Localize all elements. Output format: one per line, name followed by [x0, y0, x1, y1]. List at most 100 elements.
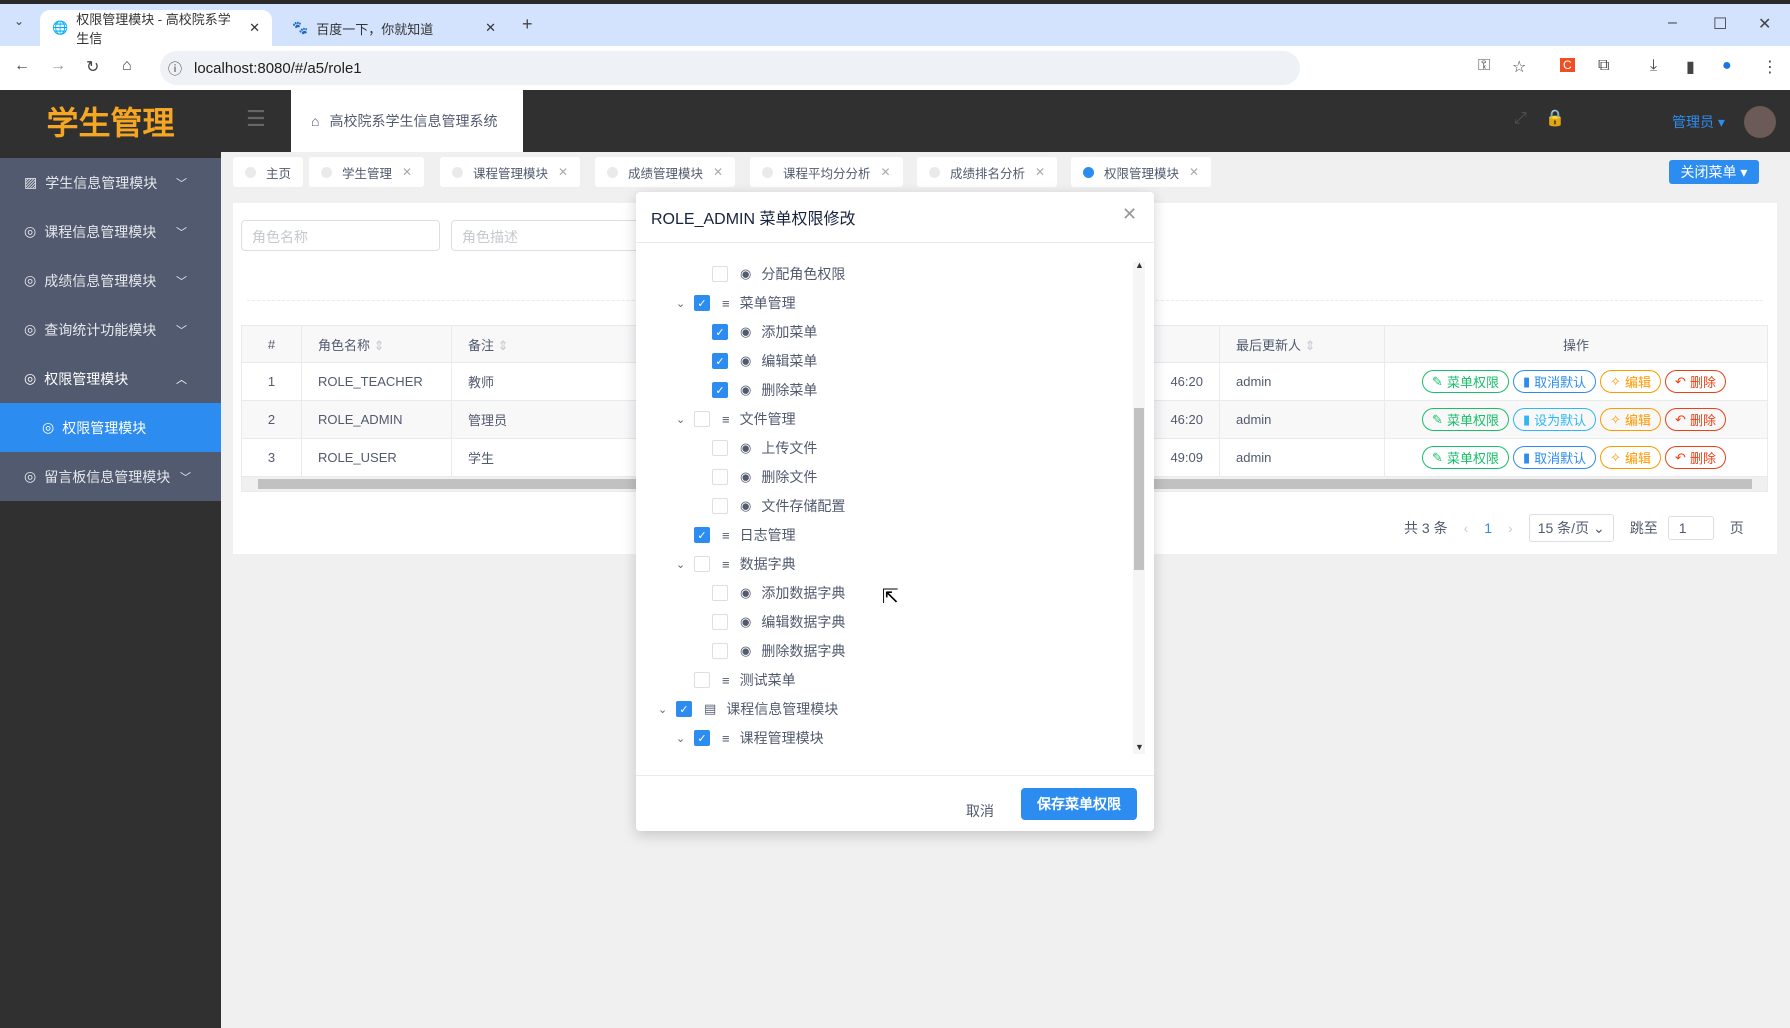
sidebar-item-message[interactable]: ◎ 留言板信息管理模块 ﹀ — [0, 452, 221, 501]
expand-chevron-icon[interactable]: ⌄ — [676, 297, 686, 310]
tree-node[interactable]: ⌄ ✓ ≡ 菜单管理 — [676, 289, 796, 317]
delete-button[interactable]: ↶ 删除 — [1665, 446, 1726, 469]
page-size-select[interactable]: 15 条/页 ⌄ — [1528, 514, 1614, 542]
tree-node[interactable]: ✓ ◉ 删除菜单 — [694, 376, 817, 404]
minimize-icon[interactable]: – — [1668, 14, 1677, 31]
tag-home[interactable]: 主页 — [233, 157, 304, 187]
tree-checkbox[interactable] — [712, 643, 728, 659]
tree-node[interactable]: ≡ 测试菜单 — [676, 666, 796, 694]
close-icon[interactable]: ✕ — [1122, 204, 1138, 224]
lock-icon[interactable]: 🔒 — [1545, 110, 1565, 127]
sidebar-item-query[interactable]: ◎ 查询统计功能模块 ﹀ — [0, 305, 221, 354]
tree-checkbox[interactable]: ✓ — [712, 353, 728, 369]
sidebar-item-student[interactable]: ▨ 学生信息管理模块 ﹀ — [0, 158, 221, 207]
close-window-icon[interactable]: ✕ — [1758, 16, 1772, 33]
tag-permission[interactable]: 权限管理模块 ✕ — [1071, 157, 1212, 187]
scroll-down-icon[interactable]: ▼ — [1135, 742, 1144, 752]
star-icon[interactable]: ☆ — [1512, 59, 1527, 76]
default-button[interactable]: ▮ 取消默认 — [1512, 370, 1597, 393]
tree-checkbox[interactable]: ✓ — [694, 527, 710, 543]
tree-checkbox[interactable] — [712, 498, 728, 514]
delete-button[interactable]: ↶ 删除 — [1665, 370, 1726, 393]
home-icon[interactable]: ⌂ — [122, 57, 132, 74]
breadcrumb-text[interactable]: 高校院系学生信息管理系统 — [329, 113, 498, 129]
close-icon[interactable]: ✕ — [558, 165, 569, 179]
close-icon[interactable]: ✕ — [713, 165, 724, 179]
sidebar-item-permission[interactable]: ◎ 权限管理模块 ︿ — [0, 354, 221, 403]
close-tab-icon[interactable]: ✕ — [485, 20, 496, 35]
tree-node[interactable]: ⌄ ≡ 文件管理 — [676, 405, 796, 433]
edit-button[interactable]: ✧ 编辑 — [1600, 408, 1662, 431]
tree-node[interactable]: ◉ 上传文件 — [694, 434, 817, 462]
next-page-icon[interactable]: › — [1508, 520, 1513, 536]
key-icon[interactable]: ⚿ — [1478, 57, 1491, 74]
tab-search-chevron-icon[interactable]: ⌄ — [14, 14, 25, 28]
col-updater[interactable]: 最后更新人 ⇕ — [1219, 325, 1385, 363]
url-input[interactable]: localhost:8080/#/a5/role1 ⓘ — [160, 51, 1300, 85]
tree-node[interactable]: ◉ 删除数据字典 — [694, 637, 845, 665]
scroll-up-icon[interactable]: ▲ — [1135, 260, 1144, 270]
cancel-button[interactable]: 取消 — [966, 803, 994, 819]
sidebar-subitem-permission[interactable]: ◎ 权限管理模块 — [0, 403, 221, 452]
tree-node[interactable]: ◉ 分配角色权限 — [694, 260, 845, 288]
tree-node[interactable]: ✓ ◉ 添加菜单 — [694, 318, 817, 346]
edit-button[interactable]: ✧ 编辑 — [1600, 446, 1662, 469]
tree-checkbox[interactable] — [712, 266, 728, 282]
menu-dots-icon[interactable]: ⋮ — [1762, 59, 1778, 76]
close-menu-button[interactable]: 关闭菜单 ▾ — [1669, 160, 1759, 184]
tree-node[interactable]: ⌄ ✓ ▤ 课程信息管理模块 — [658, 695, 838, 723]
expand-chevron-icon[interactable]: ⌄ — [658, 703, 668, 716]
close-icon[interactable]: ✕ — [1189, 165, 1200, 179]
menu-permission-button[interactable]: ✎ 菜单权限 — [1422, 446, 1509, 469]
tree-scrollbar[interactable]: ▲ ▼ — [1133, 260, 1145, 754]
tag-avg[interactable]: 课程平均分分析 ✕ — [750, 157, 903, 187]
tree-node[interactable]: ✓ ≡ 日志管理 — [676, 521, 796, 549]
role-name-input[interactable]: 角色名称 — [241, 220, 440, 251]
back-icon[interactable]: ← — [14, 57, 30, 74]
tree-checkbox[interactable] — [694, 411, 710, 427]
tree-checkbox[interactable]: ✓ — [694, 730, 710, 746]
extension-c-icon[interactable]: C — [1560, 58, 1575, 72]
prev-page-icon[interactable]: ‹ — [1463, 520, 1469, 536]
side-panel-icon[interactable]: ▮ — [1686, 59, 1695, 76]
extensions-icon[interactable]: ⧉ — [1598, 57, 1610, 74]
tree-node[interactable]: ◉ 删除文件 — [694, 463, 817, 491]
sort-icon[interactable]: ⇕ — [1304, 337, 1316, 353]
expand-chevron-icon[interactable]: ⌄ — [676, 413, 686, 426]
role-desc-input[interactable]: 角色描述 — [451, 220, 650, 251]
reload-icon[interactable]: ↻ — [86, 59, 100, 76]
tree-checkbox[interactable] — [694, 672, 710, 688]
close-icon[interactable]: ✕ — [1035, 165, 1046, 179]
profile-icon[interactable]: ● — [1722, 57, 1732, 74]
tree-checkbox[interactable]: ✓ — [712, 382, 728, 398]
scrollbar-thumb[interactable] — [1134, 408, 1144, 570]
user-menu[interactable]: 管理员 ▾ — [1672, 114, 1725, 130]
new-tab-icon[interactable]: + — [522, 14, 533, 34]
expand-chevron-icon[interactable]: ⌄ — [676, 732, 686, 745]
close-tab-icon[interactable]: ✕ — [249, 20, 260, 35]
fullscreen-icon[interactable]: ⤢ — [1514, 110, 1527, 127]
menu-permission-button[interactable]: ✎ 菜单权限 — [1422, 408, 1509, 431]
page-number[interactable]: 1 — [1484, 520, 1493, 536]
tree-node[interactable]: ◉ 添加数据字典 — [694, 579, 845, 607]
menu-permission-button[interactable]: ✎ 菜单权限 — [1422, 370, 1509, 393]
delete-button[interactable]: ↶ 删除 — [1665, 408, 1726, 431]
goto-input[interactable]: 1 — [1667, 516, 1714, 540]
tree-checkbox[interactable]: ✓ — [712, 324, 728, 340]
tag-course[interactable]: 课程管理模块 ✕ — [440, 157, 581, 187]
tree-node[interactable]: ⌄ ✓ ≡ 课程管理模块 — [676, 724, 824, 752]
maximize-icon[interactable]: ☐ — [1713, 16, 1728, 33]
tag-student[interactable]: 学生管理 ✕ — [309, 157, 425, 187]
hamburger-icon[interactable]: ☰ — [246, 106, 266, 131]
tag-score[interactable]: 成绩管理模块 ✕ — [595, 157, 736, 187]
download-icon[interactable]: ⤓ — [1650, 57, 1658, 74]
forward-icon[interactable]: → — [50, 57, 66, 74]
tree-checkbox[interactable] — [712, 440, 728, 456]
tree-checkbox[interactable] — [694, 556, 710, 572]
tree-node[interactable]: ⌄ ≡ 数据字典 — [676, 550, 796, 578]
sidebar-item-score[interactable]: ◎ 成绩信息管理模块 ﹀ — [0, 256, 221, 305]
tree-checkbox[interactable] — [712, 585, 728, 601]
avatar[interactable] — [1744, 106, 1776, 138]
tree-checkbox[interactable] — [712, 469, 728, 485]
tree-node[interactable]: ◉ 文件存储配置 — [694, 492, 845, 520]
